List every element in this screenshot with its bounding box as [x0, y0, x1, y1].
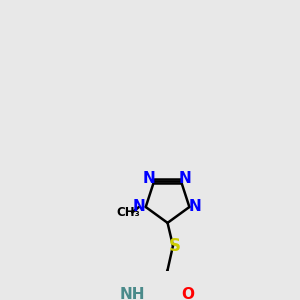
Text: O: O — [181, 287, 194, 300]
Text: N: N — [142, 171, 155, 186]
Text: N: N — [133, 200, 145, 214]
Text: CH₃: CH₃ — [116, 206, 140, 219]
Text: S: S — [168, 237, 180, 255]
Text: N: N — [188, 200, 201, 214]
Text: N: N — [179, 171, 191, 186]
Text: NH: NH — [120, 287, 145, 300]
